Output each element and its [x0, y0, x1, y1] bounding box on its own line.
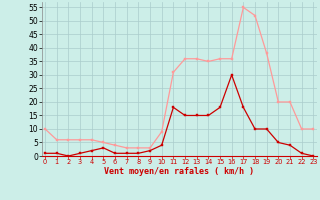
X-axis label: Vent moyen/en rafales ( km/h ): Vent moyen/en rafales ( km/h )	[104, 167, 254, 176]
